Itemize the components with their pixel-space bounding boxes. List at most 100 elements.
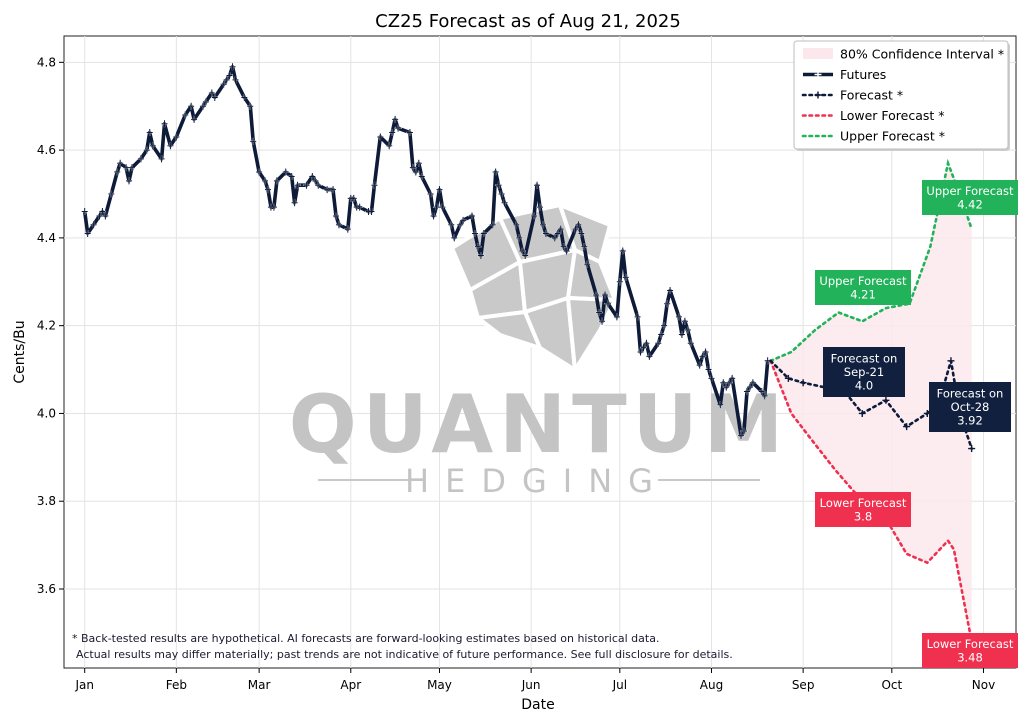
futures-point-mark xyxy=(661,322,668,330)
forecast-point xyxy=(968,445,976,453)
legend-label: 80% Confidence Interval * xyxy=(840,47,1004,62)
confidence-interval-band xyxy=(770,163,972,642)
futures-point-mark xyxy=(409,164,416,172)
futures-point-mark xyxy=(761,392,768,400)
confidence-interval-layer xyxy=(770,163,972,642)
futures-point-mark xyxy=(436,186,443,194)
futures-point-mark xyxy=(646,352,653,360)
futures-point-mark xyxy=(460,216,467,224)
futures-point-mark xyxy=(199,102,206,110)
futures-point-mark xyxy=(137,155,144,163)
legend-box xyxy=(793,40,1009,150)
annotation-box xyxy=(815,492,911,527)
legend-item-3: Lower Forecast * xyxy=(801,108,945,123)
futures-point-mark xyxy=(182,111,189,119)
annotation-text: 3.8 xyxy=(854,509,872,523)
futures-point-mark xyxy=(643,339,650,347)
futures-point-mark xyxy=(560,243,567,251)
futures-point-mark xyxy=(599,317,606,325)
futures-point-mark xyxy=(350,194,357,202)
legend-label: Lower Forecast * xyxy=(840,108,945,123)
chart-title: CZ25 Forecast as of Aug 21, 2025 xyxy=(375,11,681,32)
y-tick-label-4.0: 4.0 xyxy=(37,406,56,420)
futures-point-mark xyxy=(584,260,591,268)
futures-point-mark xyxy=(743,388,750,395)
futures-point-mark xyxy=(188,102,195,110)
futures-point-mark xyxy=(265,186,271,194)
futures-point-mark xyxy=(123,164,130,172)
annotation-text: 3.48 xyxy=(957,650,983,664)
futures-point-mark xyxy=(720,379,727,387)
futures-point-mark xyxy=(480,230,487,237)
futures-point-mark xyxy=(474,243,481,251)
futures-point-mark xyxy=(593,291,600,299)
x-tick-label-jun: Jun xyxy=(521,678,541,692)
watermark-sub-text: HEDGING xyxy=(405,462,669,500)
forecast-point xyxy=(903,423,911,431)
futures-point-mark xyxy=(537,203,543,211)
legend-swatch xyxy=(803,48,833,59)
forecast-point xyxy=(947,357,955,365)
x-tick-label-jan: Jan xyxy=(74,678,94,692)
futures-point-mark xyxy=(513,221,520,229)
x-tick-label-jul: Jul xyxy=(612,678,627,692)
futures-point-mark xyxy=(173,133,180,141)
futures-point-mark xyxy=(531,212,538,220)
forecast-point xyxy=(784,374,792,382)
futures-point-mark xyxy=(344,225,351,233)
futures-point-mark xyxy=(758,388,765,395)
futures-point-mark xyxy=(315,181,322,189)
futures-point-mark xyxy=(288,172,295,180)
series-layer xyxy=(81,63,976,643)
quantum-hedging-watermark: QUANTUM HEDGING xyxy=(289,203,783,500)
futures-point-mark xyxy=(658,330,665,338)
futures-point-mark xyxy=(749,379,756,387)
forecast-point xyxy=(858,409,866,417)
futures-point-mark xyxy=(708,374,715,382)
annotation-text: Sep-21 xyxy=(844,365,884,379)
futures-point-mark xyxy=(208,89,215,97)
forecast-point xyxy=(799,379,807,387)
futures-point-mark xyxy=(723,383,730,391)
futures-point-mark xyxy=(551,234,558,242)
x-tick-label-mar: Mar xyxy=(248,678,271,692)
futures-point-mark xyxy=(309,172,316,180)
axes-layer: Jan Feb Mar Apr May Jun Jul Aug Sep Oct Nov 3.6 3.8 4… xyxy=(37,55,995,692)
futures-point-mark xyxy=(96,212,103,220)
futures-point-mark xyxy=(270,203,277,211)
futures-point-mark xyxy=(664,300,671,308)
futures-point-mark xyxy=(678,330,685,338)
annotation-text: Forecast on xyxy=(831,352,898,366)
futures-point-mark xyxy=(696,361,703,369)
legend-marker xyxy=(814,71,822,78)
futures-point-mark xyxy=(415,159,422,167)
futures-point-mark xyxy=(335,221,342,229)
futures-point-mark xyxy=(519,247,526,255)
futures-point-mark xyxy=(226,72,233,79)
y-axis-title: Cents/Bu xyxy=(12,320,28,383)
forecast-point xyxy=(882,396,890,404)
x-tick-label-oct: Oct xyxy=(881,678,902,692)
futures-point-mark xyxy=(81,208,88,216)
futures-point-mark xyxy=(433,203,440,211)
futures-point-mark xyxy=(726,379,733,387)
y-tick-label-4.2: 4.2 xyxy=(37,319,56,333)
x-tick-label-nov: Nov xyxy=(972,678,995,692)
futures-point-mark xyxy=(330,186,337,194)
futures-point-mark xyxy=(699,352,706,360)
disclaimer-line-2: Actual results may differ materially; pa… xyxy=(76,648,733,661)
futures-point-mark xyxy=(324,186,331,194)
futures-point-mark xyxy=(312,177,319,185)
futures-point-mark xyxy=(563,247,570,255)
futures-point-mark xyxy=(377,133,384,141)
futures-point-mark xyxy=(99,208,106,216)
futures-point-mark xyxy=(143,146,150,154)
futures-point-mark xyxy=(596,309,603,316)
annotation-text: 4.0 xyxy=(855,379,873,393)
legend-label: Futures xyxy=(840,67,886,82)
futures-point-mark xyxy=(457,221,464,229)
upper-forecast-line xyxy=(769,158,973,363)
annotation-text: Lower Forecast xyxy=(927,637,1014,651)
